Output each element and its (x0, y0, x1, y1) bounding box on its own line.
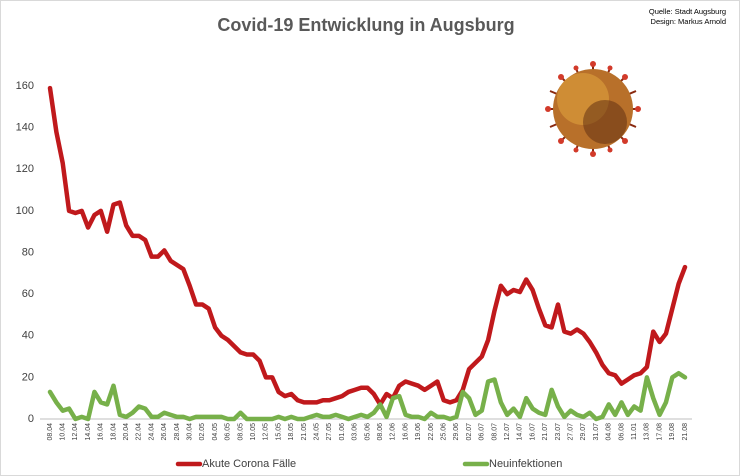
x-tick-label: 12.05 (263, 423, 270, 441)
x-tick-label: 03.06 (352, 423, 359, 441)
x-tick-label: 06.05 (225, 423, 232, 441)
x-tick-label: 16.06 (402, 423, 409, 441)
x-tick-label: 08.04 (47, 423, 54, 441)
x-tick-label: 04.05 (212, 423, 219, 441)
x-tick-label: 12.04 (72, 423, 79, 441)
x-tick-label: 12.07 (504, 423, 511, 441)
x-tick-label: 30.04 (187, 423, 194, 441)
x-tick-label: 31.07 (593, 423, 600, 441)
x-tick-label: 18.04 (110, 423, 117, 441)
x-tick-label: 27.05 (326, 423, 333, 441)
x-tick-label: 24.05 (314, 423, 321, 441)
x-tick-label: 28.04 (174, 423, 181, 441)
x-tick-label: 25.06 (441, 423, 448, 441)
x-tick-label: 16.04 (98, 423, 105, 441)
x-tick-label: 14.04 (85, 423, 92, 441)
x-tick-label: 21.07 (542, 423, 549, 441)
x-tick-label: 12.06 (390, 423, 397, 441)
x-tick-label: 21.05 (301, 423, 308, 441)
series-line (47, 85, 688, 407)
x-tick-label: 05.06 (364, 423, 371, 441)
y-tick-label: 20 (22, 371, 34, 383)
legend-label: Neuinfektionen (489, 458, 562, 470)
source-note: Quelle: Stadt Augsburg (649, 7, 726, 16)
legend-label: Akute Corona Fälle (202, 458, 296, 470)
x-tick-label: 02.05 (199, 423, 206, 441)
y-tick-label: 80 (22, 246, 34, 258)
x-tick-label: 08.07 (491, 423, 498, 441)
x-tick-label: 23.07 (555, 423, 562, 441)
y-tick-label: 40 (22, 330, 34, 342)
x-tick-label: 14.07 (517, 423, 524, 441)
x-tick-label: 02.07 (466, 423, 473, 441)
y-tick-label: 120 (16, 163, 34, 175)
chart-title: Covid-19 Entwicklung in Augsburg (217, 15, 514, 35)
x-tick-label: 19.08 (669, 423, 676, 441)
x-tick-label: 24.04 (148, 423, 155, 441)
x-tick-label: 26.04 (161, 423, 168, 441)
y-tick-label: 160 (16, 80, 34, 92)
x-tick-label: 06.08 (618, 423, 625, 441)
x-tick-label: 18.05 (288, 423, 295, 441)
x-tick-label: 19.06 (415, 423, 422, 441)
series-line (47, 370, 688, 422)
x-tick-label: 10.04 (60, 423, 67, 441)
x-tick-label: 22.06 (428, 423, 435, 441)
design-note: Design: Markus Arnold (651, 17, 726, 26)
x-tick-label: 13.08 (644, 423, 651, 441)
x-tick-label: 01.06 (339, 423, 346, 441)
virus-icon (545, 61, 641, 157)
y-tick-label: 60 (22, 288, 34, 300)
x-tick-label: 17.08 (656, 423, 663, 441)
x-tick-label: 10.05 (250, 423, 257, 441)
y-tick-label: 100 (16, 205, 34, 217)
x-tick-label: 20.04 (123, 423, 130, 441)
x-tick-label: 27.07 (568, 423, 575, 441)
x-tick-label: 11.01 (631, 423, 638, 440)
x-tick-label: 15.05 (275, 423, 282, 441)
y-tick-label: 0 (28, 413, 34, 425)
x-tick-label: 21.08 (682, 423, 689, 441)
x-tick-label: 08.05 (237, 423, 244, 441)
x-tick-label: 06.07 (479, 423, 486, 441)
x-tick-label: 08.06 (377, 423, 384, 441)
x-tick-label: 04.08 (606, 423, 613, 441)
x-tick-label: 29.07 (580, 423, 587, 441)
y-tick-label: 140 (16, 122, 34, 134)
x-tick-label: 29.06 (453, 423, 460, 441)
x-tick-label: 16.07 (529, 423, 536, 441)
x-tick-label: 22.04 (136, 423, 143, 441)
